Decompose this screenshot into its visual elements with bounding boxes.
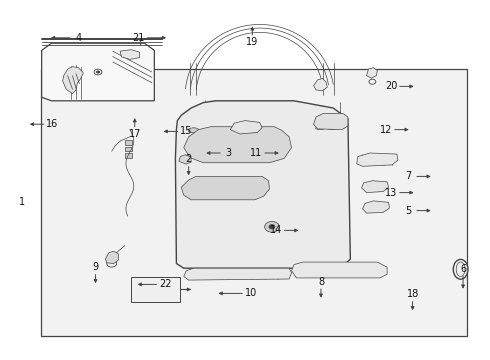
Polygon shape [363,201,390,213]
Bar [131,277,180,302]
Circle shape [194,142,198,145]
Circle shape [269,225,275,229]
Polygon shape [125,140,132,145]
Ellipse shape [327,122,336,125]
Ellipse shape [316,127,324,130]
Text: 6: 6 [460,264,466,274]
Text: 2: 2 [186,154,192,165]
Polygon shape [292,262,387,278]
Polygon shape [314,78,327,91]
Polygon shape [314,113,348,130]
Text: 16: 16 [46,119,59,129]
Ellipse shape [316,122,324,125]
Text: 15: 15 [180,126,193,136]
Polygon shape [184,127,292,163]
Polygon shape [179,155,191,164]
Bar [41,69,467,336]
Ellipse shape [188,128,199,133]
Text: 5: 5 [405,206,411,216]
Polygon shape [42,43,154,101]
Polygon shape [230,121,262,134]
Text: 22: 22 [159,279,171,289]
Text: 14: 14 [270,225,282,235]
Text: 3: 3 [226,148,232,158]
Circle shape [265,221,279,232]
Text: 12: 12 [380,125,392,135]
Text: 19: 19 [246,37,259,47]
Circle shape [97,71,99,73]
Circle shape [191,140,201,147]
Polygon shape [357,153,398,166]
Polygon shape [125,147,132,151]
Text: 9: 9 [93,262,98,273]
Ellipse shape [327,118,336,121]
Polygon shape [63,67,83,94]
Text: 11: 11 [250,148,263,158]
Text: 4: 4 [75,33,81,43]
Polygon shape [362,181,389,193]
Polygon shape [184,268,292,280]
Text: 13: 13 [385,188,397,198]
Ellipse shape [327,127,336,130]
Text: 17: 17 [128,129,141,139]
Text: 21: 21 [132,33,145,43]
Polygon shape [120,50,140,59]
Text: 7: 7 [405,171,411,181]
Polygon shape [181,176,270,200]
Text: 10: 10 [245,288,257,298]
Ellipse shape [453,259,468,279]
Ellipse shape [316,118,324,121]
Polygon shape [125,153,132,158]
Text: 18: 18 [407,289,418,300]
Polygon shape [175,101,350,268]
Text: 8: 8 [318,277,324,287]
Text: 20: 20 [385,81,397,91]
Text: 1: 1 [19,197,25,207]
Polygon shape [105,251,119,264]
Polygon shape [367,68,377,78]
